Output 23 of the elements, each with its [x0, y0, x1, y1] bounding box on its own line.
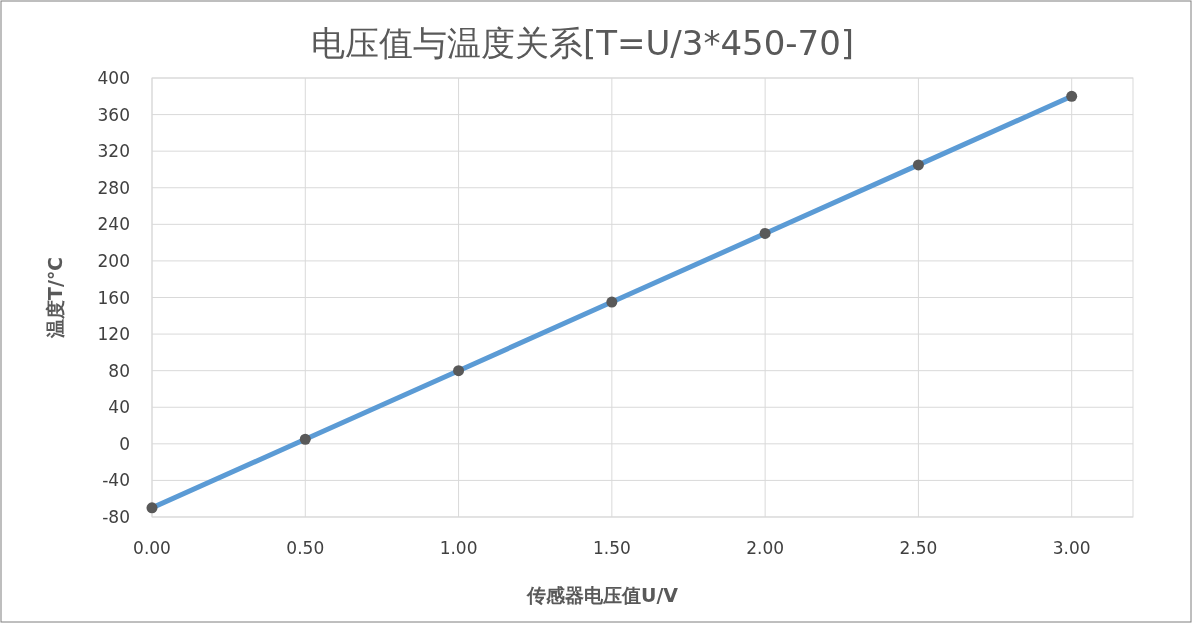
- x-tick-label: 2.50: [899, 538, 938, 558]
- y-tick-label: 160: [97, 287, 130, 308]
- y-tick-label: 280: [97, 177, 130, 198]
- y-tick-label: 360: [97, 104, 130, 125]
- y-tick-label: -80: [102, 507, 130, 527]
- y-tick-label: 0: [119, 433, 130, 454]
- y-tick-label: 320: [97, 141, 130, 162]
- y-tick-label: 240: [97, 214, 130, 235]
- x-tick-label: 1.50: [592, 538, 631, 558]
- x-tick-label: 2.00: [746, 538, 785, 558]
- x-tick-label: 0.50: [286, 538, 325, 558]
- y-tick-label: 120: [97, 324, 130, 345]
- y-tick-label: 400: [97, 68, 130, 88]
- y-axis-title: 温度T/℃: [44, 257, 66, 339]
- y-tick-label: 40: [108, 397, 130, 418]
- x-axis-title: 传感器电压值U/V: [525, 584, 679, 606]
- y-tick-label: 200: [97, 250, 130, 271]
- x-tick-label: 3.00: [1052, 538, 1091, 558]
- y-tick-label: -40: [102, 470, 130, 491]
- y-tick-label: 80: [108, 360, 130, 381]
- x-tick-label: 0.00: [133, 538, 171, 558]
- chart-title: 电压值与温度关系[T=U/3*450-70]: [310, 23, 855, 63]
- x-tick-label: 1.00: [439, 538, 478, 558]
